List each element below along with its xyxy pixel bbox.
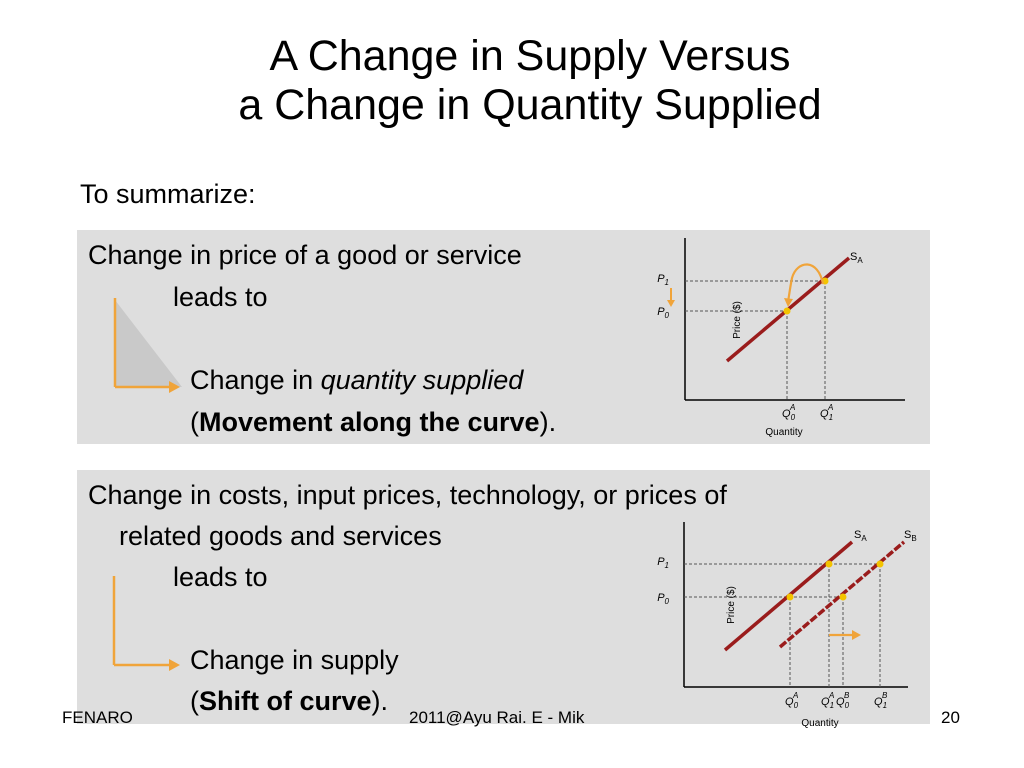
slide-title: A Change in Supply Versus a Change in Qu… <box>0 32 1024 130</box>
curve-label-sa: SA <box>854 529 867 543</box>
movement-arrow-head <box>784 298 793 307</box>
point-a1 <box>825 560 833 568</box>
point-b1 <box>876 560 884 568</box>
box2-line5-bold: Shift of curve <box>199 686 372 716</box>
label-q1a: Q1A <box>820 403 833 422</box>
label-p1: P1 <box>657 273 669 287</box>
title-line-1: A Change in Supply Versus <box>269 32 791 80</box>
box1-line4: (Movement along the curve). <box>190 407 556 438</box>
box2-line3: leads to <box>173 562 268 592</box>
arrow-shadow <box>115 300 182 387</box>
footer-center: 2011@Ayu Rai. E - Mik <box>409 708 585 727</box>
movement-arrow <box>786 263 825 303</box>
box2-line2: related goods and services <box>119 521 442 551</box>
box1-line3: Change in quantity supplied <box>190 365 523 396</box>
title-line-2: a Change in Quantity Supplied <box>238 81 822 129</box>
box1-line4-bold: Movement along the curve <box>199 407 540 437</box>
curve-label-sb: SB <box>904 529 917 543</box>
y-axis-label: Price ($) <box>726 586 737 624</box>
box1-line3-italic: quantity supplied <box>320 365 524 395</box>
box1-line4-open: ( <box>190 407 199 437</box>
label-q0b: Q0B <box>836 691 850 710</box>
label-q1b: Q1B <box>874 691 888 710</box>
leads-to-arrow-2 <box>112 576 180 671</box>
footer-left: FENARO <box>62 708 133 727</box>
supply-graph-movement: SA P1 P0 Q0A Q1A Quantity Price ($) <box>657 238 905 438</box>
point-p0 <box>783 307 791 315</box>
label-q0a: Q0A <box>782 403 796 422</box>
leads-to-arrow-1 <box>113 298 182 393</box>
box2-line4: Change in supply <box>190 645 399 675</box>
page-number: 20 <box>941 708 960 727</box>
box1-line2: leads to <box>173 282 268 312</box>
shift-arrow-head <box>852 630 861 640</box>
label-q0a: Q0A <box>785 691 799 710</box>
curve-label-sa: SA <box>850 251 863 265</box>
label-p1: P1 <box>657 556 669 570</box>
point-a0 <box>786 593 794 601</box>
box1-line4-close: ). <box>539 407 557 437</box>
y-axis-label: Price ($) <box>732 301 743 339</box>
arrow-head <box>169 381 180 393</box>
shift-of-curve-panel: Change in costs, input prices, technolog… <box>77 470 930 729</box>
x-axis-label: Quantity <box>801 718 838 729</box>
box1-line3-prefix: Change in <box>190 365 321 395</box>
price-drop-arrow-head <box>667 300 675 307</box>
box2-line5: (Shift of curve). <box>190 686 388 717</box>
label-p0: P0 <box>657 592 669 606</box>
movement-along-curve-panel: Change in price of a good or service lea… <box>77 230 930 444</box>
box2-line5-open: ( <box>190 686 199 716</box>
supply-graph-shift: SA SB P1 P0 Q0A Q1A Q0B Q1B Quantity Pri… <box>657 522 917 729</box>
box2-line5-close: ). <box>371 686 389 716</box>
label-p0: P0 <box>657 306 669 320</box>
x-axis-label: Quantity <box>765 427 802 438</box>
box2-line1: Change in costs, input prices, technolog… <box>88 480 727 510</box>
point-b0 <box>839 593 847 601</box>
intro-text: To summarize: <box>80 179 256 209</box>
box1-line1: Change in price of a good or service <box>88 240 522 270</box>
arrow-head <box>169 659 180 671</box>
label-q1a: Q1A <box>821 691 834 710</box>
